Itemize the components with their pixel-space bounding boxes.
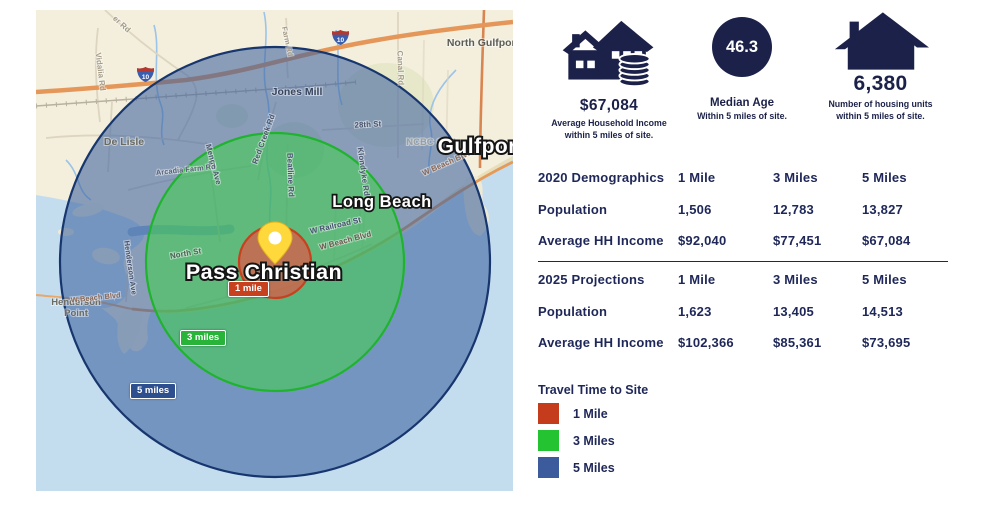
- table-2020-demographics: 2020 Demographics 1 Mile 3 Miles 5 Miles…: [538, 162, 950, 257]
- table-header: 1 Mile: [678, 272, 716, 288]
- stat-median-age-sublabel: Within 5 miles of site.: [697, 111, 787, 121]
- table-header: 3 Miles: [773, 272, 818, 288]
- table-cell: $102,366: [678, 335, 734, 351]
- table-cell: $92,040: [678, 233, 727, 249]
- row-label: Average HH Income: [538, 233, 664, 249]
- radius-map[interactable]: North Gulfport Jones Mill De Lisle NCBC …: [36, 10, 513, 491]
- highway-49: [478, 10, 486, 169]
- legend-label: 5 Miles: [573, 460, 615, 475]
- legend-item-3-miles: 3 Miles: [538, 430, 648, 451]
- stat-housing-value: 6,380: [853, 72, 908, 95]
- stat-housing-units: 6,380 Number of housing units within 5 m…: [802, 0, 959, 122]
- row-label: Population: [538, 201, 608, 217]
- house-icon: [834, 12, 929, 70]
- travel-time-legend: Travel Time to Site 1 Mile 3 Miles 5 Mil…: [538, 383, 648, 478]
- table-header: 5 Miles: [862, 272, 907, 288]
- stat-income-label: Average Household Income: [551, 118, 667, 128]
- city-label-henderson-point: Henderson: [51, 297, 101, 308]
- table-header: 1 Mile: [678, 170, 716, 186]
- ring-badge-3-miles: 3 miles: [180, 330, 227, 346]
- legend-swatch-1-mile: [538, 403, 559, 424]
- table-cell: 1,623: [678, 303, 712, 319]
- table-header: 3 Miles: [773, 170, 818, 186]
- city-label-ncbc-gulfport: NCBC Gulfport: [406, 137, 474, 148]
- table-cell: $77,451: [773, 233, 822, 249]
- legend-swatch-5-miles: [538, 457, 559, 478]
- site-location-pin-icon[interactable]: [257, 221, 293, 265]
- city-label-de-lisle: De Lisle: [104, 136, 144, 148]
- city-label-henderson-point: Point: [64, 308, 89, 319]
- table-header: 2025 Projections: [538, 272, 645, 288]
- table-cell: 1,506: [678, 201, 712, 217]
- svg-text:10: 10: [337, 37, 345, 44]
- table-cell: $73,695: [862, 335, 911, 351]
- stat-median-age: 46.3 Median Age Within 5 miles of site.: [682, 0, 802, 123]
- table-cell: 12,783: [773, 201, 814, 217]
- table-cell: $85,361: [773, 335, 822, 351]
- house-coins-icon: [562, 20, 654, 88]
- stat-income-sublabel: within 5 miles of site.: [564, 129, 654, 140]
- row-label: Population: [538, 303, 608, 319]
- table-cell: $67,084: [862, 233, 911, 249]
- interstate-10-shield-icon: 10: [137, 67, 154, 82]
- road-label-beatline-rd: Beatline Rd: [285, 153, 296, 197]
- svg-text:10: 10: [142, 74, 150, 81]
- row-label: Average HH Income: [538, 335, 664, 351]
- interstate-10-shield-icon: 10: [332, 30, 349, 45]
- table-divider: [538, 261, 948, 262]
- table-2025-projections: 2025 Projections 1 Mile 3 Miles 5 Miles …: [538, 264, 950, 359]
- city-label-long-beach: Long Beach: [332, 193, 431, 211]
- stat-housing-label: Number of housing units: [828, 99, 933, 109]
- stat-median-age-value: 46.3: [725, 37, 759, 56]
- legend-title: Travel Time to Site: [538, 383, 649, 397]
- city-label-jones-mill: Jones Mill: [272, 86, 323, 98]
- city-label-north-gulfport: North Gulfport: [447, 37, 513, 49]
- stat-housing-sublabel: within 5 miles of site.: [836, 110, 925, 121]
- legend-item-5-miles: 5 Miles: [538, 457, 648, 478]
- table-cell: 14,513: [862, 303, 903, 319]
- stat-avg-household-income: $67,084 Average Household Income within …: [533, 0, 685, 141]
- road-label-canal-rd: Canal Rd: [395, 50, 405, 85]
- ring-badge-5-miles: 5 miles: [130, 383, 177, 399]
- table-header: 5 Miles: [862, 170, 907, 186]
- legend-swatch-3-miles: [538, 430, 559, 451]
- table-cell: 13,827: [862, 201, 903, 217]
- median-age-circle-icon: 46.3: [712, 17, 772, 77]
- ring-badge-1-mile: 1 mile: [228, 281, 269, 297]
- legend-label: 3 Miles: [573, 433, 615, 448]
- map-canvas: North Gulfport Jones Mill De Lisle NCBC …: [36, 10, 513, 491]
- table-cell: 13,405: [773, 303, 814, 319]
- table-header: 2020 Demographics: [538, 170, 665, 186]
- stat-median-age-label: Median Age: [709, 97, 775, 109]
- legend-label: 1 Mile: [573, 406, 608, 421]
- city-label-gulfport: Gulfport: [438, 135, 513, 158]
- road-label-28th-st: 28th St: [354, 119, 381, 129]
- stat-income-value: $67,084: [579, 97, 639, 114]
- legend-item-1-mile: 1 Mile: [538, 403, 648, 424]
- map-city-labels: Gulfport Long Beach Pass Christian: [184, 133, 513, 286]
